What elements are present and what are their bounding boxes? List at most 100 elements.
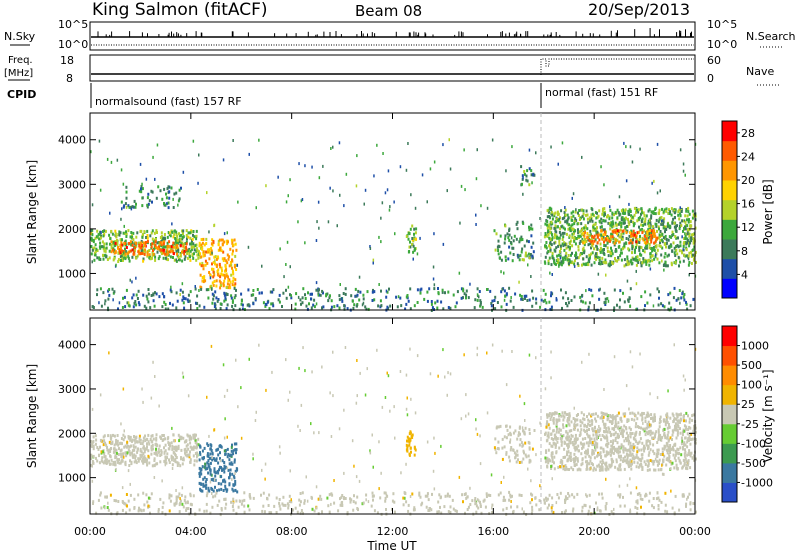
data-cell [447,290,450,294]
data-cell [605,430,608,434]
data-cell [113,290,116,294]
data-cell [557,219,560,223]
data-cell [178,437,181,441]
data-cell [181,282,184,286]
data-cell [479,304,482,308]
data-cell [639,234,641,238]
data-cell [662,226,665,230]
data-cell [624,447,627,451]
noise-tick-left-top: 10^5 [58,18,88,31]
data-cell [353,494,355,498]
data-cell [569,451,572,455]
data-cell [673,225,676,229]
data-cell [663,208,666,212]
data-cell [185,229,188,233]
data-cell [664,230,666,234]
data-cell [551,256,554,260]
data-cell [603,301,606,305]
data-cell [104,458,107,462]
data-cell [199,452,202,456]
data-cell [603,230,606,234]
data-cell [131,296,134,300]
data-cell [670,244,673,248]
data-cell [608,237,611,241]
data-cell [637,465,640,469]
data-cell [601,465,604,469]
data-cell [640,448,643,452]
data-cell [182,301,185,305]
data-cell [526,179,529,183]
data-cell [149,257,152,261]
data-cell [546,413,548,417]
data-cell [647,424,650,427]
data-cell [657,452,660,455]
data-cell [596,414,599,418]
data-cell [126,451,129,455]
data-cell [559,465,562,469]
data-cell [502,508,505,512]
data-cell [183,297,185,300]
data-cell [683,424,686,428]
data-cell [189,255,191,259]
data-cell [627,220,630,224]
data-cell [633,437,636,441]
data-cell [93,251,96,255]
data-cell [629,210,632,213]
data-cell [372,288,374,292]
data-cell [605,427,608,430]
data-cell [496,301,499,304]
data-cell [630,417,633,421]
data-cell [181,298,184,302]
data-cell [617,256,620,260]
data-cell [336,224,338,228]
data-cell [172,197,174,201]
data-cell [137,301,140,305]
data-cell [205,478,208,481]
data-cell [497,252,500,256]
data-cell [582,241,585,245]
data-cell [223,269,226,273]
data-cell [689,426,692,430]
data-cell [160,243,163,246]
data-cell [550,437,553,441]
data-cell [112,450,115,454]
data-cell [683,454,686,458]
data-cell [182,235,185,239]
data-cell [416,252,419,256]
data-cell [602,260,605,264]
data-cell [603,291,606,295]
data-cell [510,505,512,509]
data-cell [579,432,582,436]
data-cell [622,412,625,416]
data-cell [597,451,599,455]
data-cell [179,254,182,258]
data-cell [587,434,590,438]
data-cell [630,460,633,463]
data-cell [437,287,439,290]
data-cell [599,465,602,469]
data-cell [650,431,653,435]
data-cell [688,244,691,248]
data-cell [574,433,577,437]
data-cell [691,216,694,220]
data-cell [659,415,662,419]
data-cell [530,234,533,238]
data-cell [232,452,235,456]
data-cell [572,228,575,231]
data-cell [411,224,414,228]
data-cell [555,297,558,300]
data-cell [256,288,259,291]
data-cell [220,487,223,491]
data-cell [236,490,239,494]
data-cell [278,300,281,304]
data-cell [625,237,628,240]
data-cell [671,461,674,465]
data-cell [616,414,619,418]
data-cell [373,298,376,302]
data-cell [140,450,143,454]
data-cell [564,213,567,217]
data-cell [142,257,145,261]
data-cell [636,446,639,450]
data-cell [465,293,468,297]
data-cell [229,247,232,251]
